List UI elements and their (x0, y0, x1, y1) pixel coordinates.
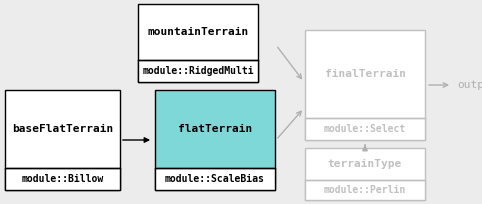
Text: module::ScaleBias: module::ScaleBias (165, 174, 265, 184)
Text: module::Billow: module::Billow (21, 174, 104, 184)
Bar (138, 60, 258, 82)
Bar (155, 90, 275, 190)
Text: terrainType: terrainType (328, 159, 402, 169)
Text: mountainTerrain: mountainTerrain (147, 27, 249, 37)
Bar (305, 118, 425, 140)
Text: module::Perlin: module::Perlin (324, 185, 406, 195)
Text: baseFlatTerrain: baseFlatTerrain (12, 124, 113, 134)
Text: output: output (457, 80, 482, 90)
Text: flatTerrain: flatTerrain (178, 124, 252, 134)
Bar (305, 30, 425, 140)
Text: module::RidgedMulti: module::RidgedMulti (142, 66, 254, 76)
Text: finalTerrain: finalTerrain (324, 69, 405, 79)
Bar (305, 180, 425, 200)
Bar (155, 168, 275, 190)
Bar (5, 90, 120, 190)
Bar (305, 148, 425, 200)
Bar (138, 4, 258, 82)
Text: module::Select: module::Select (324, 124, 406, 134)
Bar (5, 168, 120, 190)
